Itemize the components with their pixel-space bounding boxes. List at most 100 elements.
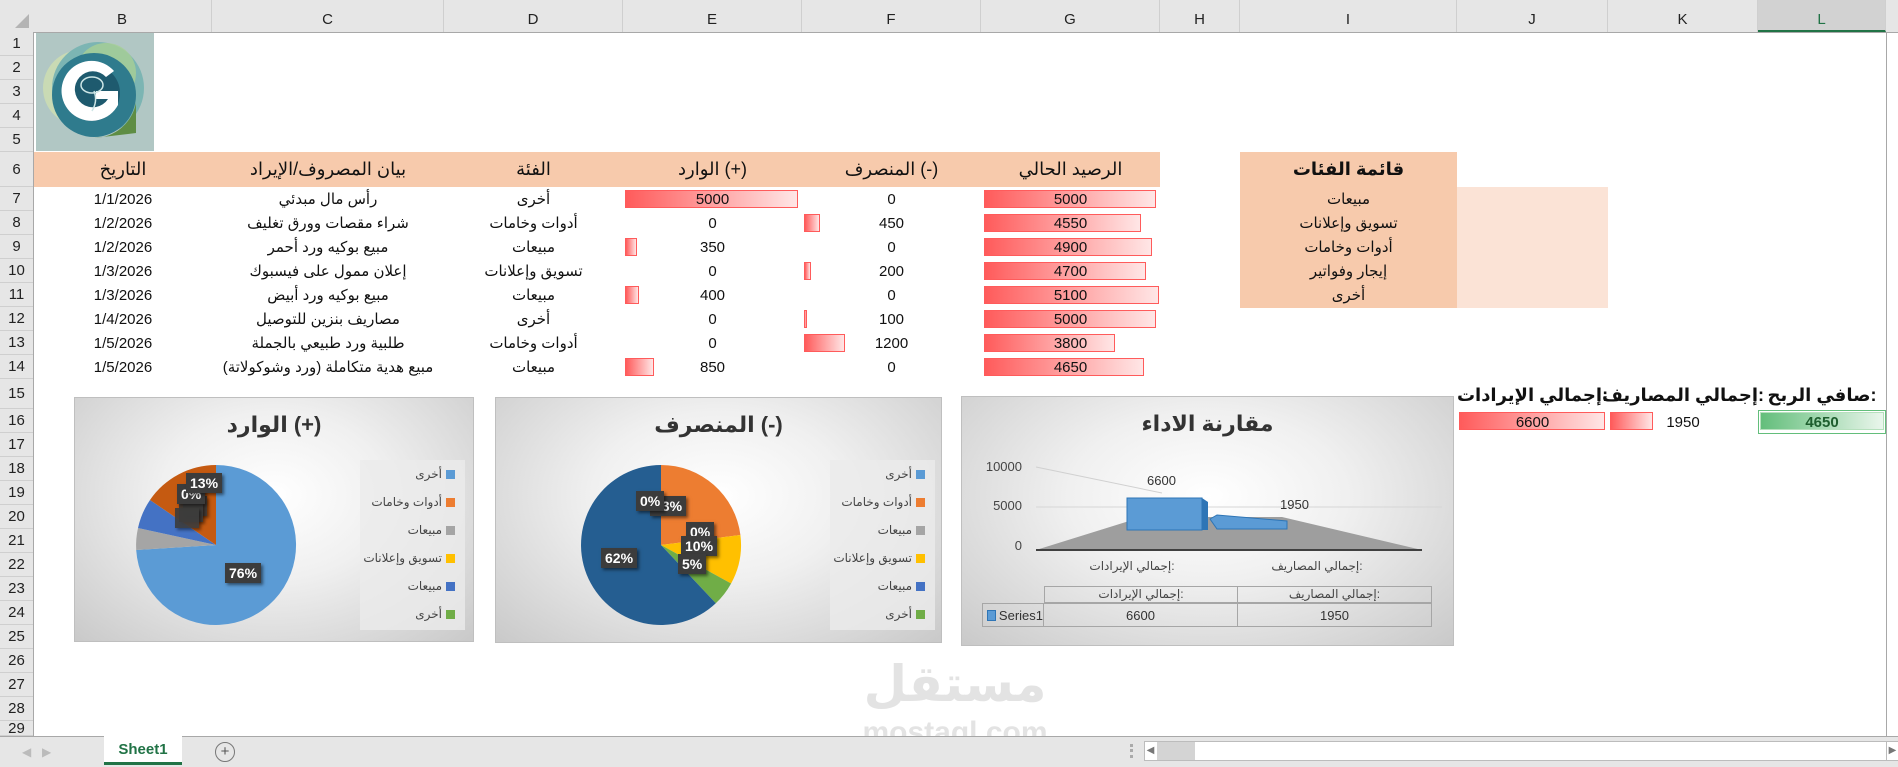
cell-date[interactable]: 1/5/2026 [93, 358, 153, 376]
cell-description[interactable]: طلبية ورد طبيعي بالجملة [251, 335, 405, 352]
row-header[interactable]: 5 [0, 128, 33, 152]
cell-income[interactable]: 350 [699, 238, 726, 256]
cell-balance[interactable]: 4900 [1053, 238, 1088, 256]
category-item[interactable]: أدوات وخامات [1304, 239, 1393, 256]
column-header-b[interactable]: B [33, 0, 212, 32]
row-header[interactable]: 28 [0, 697, 33, 721]
cell-category[interactable]: أدوات وخامات [489, 335, 578, 352]
cell-expense[interactable]: 450 [878, 214, 905, 232]
cell-category[interactable]: أدوات وخامات [489, 215, 578, 232]
cell-balance[interactable]: 5000 [1053, 310, 1088, 328]
scroll-left-arrow-icon[interactable]: ◀ [1146, 745, 1155, 756]
row-header[interactable]: 14 [0, 355, 33, 379]
row-header[interactable]: 13 [0, 331, 33, 355]
row-header[interactable]: 11 [0, 283, 33, 307]
column-header-l[interactable]: L [1758, 0, 1886, 32]
column-header-j[interactable]: J [1457, 0, 1608, 32]
row-header[interactable]: 6 [0, 152, 33, 187]
column-header-h[interactable]: H [1160, 0, 1240, 32]
row-header[interactable]: 7 [0, 187, 33, 211]
row-header[interactable]: 18 [0, 457, 33, 481]
cell-description[interactable]: مبيع هدية متكاملة (ورد وشوكولاتة) [222, 359, 434, 376]
cell-category[interactable]: أخرى [516, 311, 551, 328]
cell-expense[interactable]: 200 [878, 262, 905, 280]
split-handle[interactable] [1130, 744, 1136, 758]
row-header[interactable]: 3 [0, 80, 33, 104]
column-header-c[interactable]: C [212, 0, 444, 32]
select-all-corner[interactable] [0, 0, 33, 32]
cell-balance[interactable]: 5000 [1053, 190, 1088, 208]
column-header-g[interactable]: G [981, 0, 1160, 32]
cell-date[interactable]: 1/1/2026 [93, 190, 153, 208]
row-header[interactable]: 29 [0, 720, 33, 737]
net-profit-value[interactable]: 4650 [1758, 410, 1886, 434]
category-item[interactable]: أخرى [1331, 287, 1366, 304]
cell-balance[interactable]: 4550 [1053, 214, 1088, 232]
cell-income[interactable]: 0 [708, 334, 717, 352]
column-header-k[interactable]: K [1608, 0, 1758, 32]
row-header[interactable]: 24 [0, 601, 33, 625]
row-header[interactable]: 10 [0, 259, 33, 283]
row-header[interactable]: 21 [0, 529, 33, 553]
cell-description[interactable]: مصاريف بنزين للتوصيل [256, 311, 400, 328]
column-header-i[interactable]: I [1240, 0, 1457, 32]
cell-income[interactable]: 0 [708, 214, 717, 232]
category-item[interactable]: إيجار وفواتير [1309, 263, 1388, 280]
row-header[interactable]: 15 [0, 379, 33, 409]
row-header[interactable]: 22 [0, 553, 33, 577]
cell-balance[interactable]: 4700 [1053, 262, 1088, 280]
add-sheet-button[interactable]: + [215, 742, 235, 762]
column-header-f[interactable]: F [802, 0, 981, 32]
row-header[interactable]: 23 [0, 577, 33, 601]
row-header[interactable]: 16 [0, 409, 33, 433]
cell-expense[interactable]: 100 [878, 310, 905, 328]
cell-category[interactable]: تسويق وإعلانات [484, 263, 583, 280]
cell-category[interactable]: مبيعات [511, 359, 555, 376]
cell-income[interactable]: 400 [699, 286, 726, 304]
row-header[interactable]: 12 [0, 307, 33, 331]
cell-date[interactable]: 1/3/2026 [93, 262, 153, 280]
income-pie-chart[interactable]: الوارد (+) 0% 13% 76% أخرى أدوات وخامات … [74, 397, 474, 642]
cell-expense[interactable]: 0 [887, 238, 896, 256]
cell-description[interactable]: إعلان ممول على فيسبوك [249, 263, 407, 280]
row-header[interactable]: 9 [0, 235, 33, 259]
row-header[interactable]: 20 [0, 505, 33, 529]
cell-description[interactable]: مبيع بوكيه ورد أحمر [267, 239, 389, 256]
cell-income[interactable]: 0 [708, 262, 717, 280]
category-item[interactable]: تسويق وإعلانات [1299, 215, 1398, 232]
cell-category[interactable]: أخرى [516, 191, 551, 208]
cell-income[interactable]: 850 [699, 358, 726, 376]
horizontal-scrollbar[interactable]: ◀ [1144, 741, 1887, 761]
cell-date[interactable]: 1/4/2026 [93, 310, 153, 328]
cell-expense[interactable]: 0 [887, 190, 896, 208]
row-header[interactable]: 19 [0, 481, 33, 505]
row-header[interactable]: 26 [0, 649, 33, 673]
column-header-d[interactable]: D [444, 0, 623, 32]
row-header[interactable]: 17 [0, 433, 33, 457]
total-expenses-value[interactable]: 1950 [1666, 413, 1700, 431]
cell-description[interactable]: مبيع بوكيه ورد أبيض [267, 287, 389, 304]
expense-pie-chart[interactable]: المنصرف (-) 23% 0% 10% 5% 0% 62% أخرى أد… [495, 397, 942, 643]
cell-description[interactable]: شراء مقصات وورق تغليف [247, 215, 409, 232]
cell-description[interactable]: رأس مال مبدئي [278, 191, 378, 208]
cell-expense[interactable]: 0 [887, 358, 896, 376]
cell-date[interactable]: 1/2/2026 [93, 238, 153, 256]
scroll-tabs-right-icon[interactable]: ▶ [42, 745, 52, 759]
cell-expense[interactable]: 0 [887, 286, 896, 304]
cell-balance[interactable]: 5100 [1053, 286, 1088, 304]
cell-income[interactable]: 0 [708, 310, 717, 328]
performance-comparison-chart[interactable]: مقارنة الاداء 10000 5000 0 6600 1950 إجم… [961, 396, 1454, 646]
scroll-tabs-left-icon[interactable]: ◀ [22, 745, 32, 759]
cell-expense[interactable]: 1200 [874, 334, 909, 352]
row-header[interactable]: 25 [0, 625, 33, 649]
cell-balance[interactable]: 3800 [1053, 334, 1088, 352]
row-header[interactable]: 8 [0, 211, 33, 235]
scroll-right-arrow-icon[interactable]: ▶ [1886, 741, 1898, 761]
row-header[interactable]: 1 [0, 32, 33, 56]
scrollbar-thumb[interactable] [1157, 742, 1195, 760]
total-revenue-value[interactable]: 6600 [1515, 413, 1550, 431]
category-item[interactable]: مبيعات [1326, 191, 1370, 208]
cell-balance[interactable]: 4650 [1053, 358, 1088, 376]
cell-date[interactable]: 1/5/2026 [93, 334, 153, 352]
row-header[interactable]: 4 [0, 104, 33, 128]
